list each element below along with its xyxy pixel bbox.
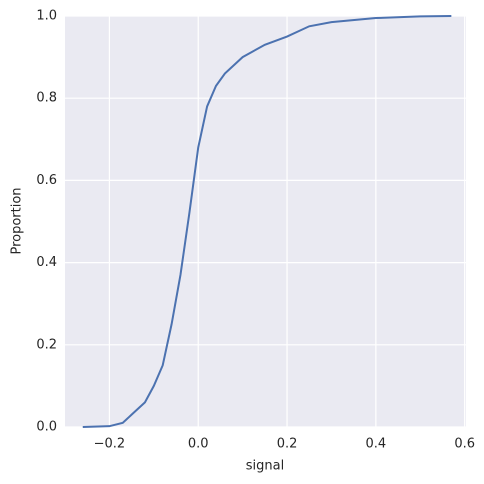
x-tick-label: 0.6 — [454, 437, 475, 452]
plot-area — [65, 16, 466, 427]
x-tick-label: −0.2 — [94, 437, 126, 452]
y-axis-label: Proportion — [10, 187, 25, 254]
x-tick-label: 0.4 — [366, 437, 387, 452]
y-tick-label: 0.0 — [36, 420, 57, 435]
y-tick-label: 0.4 — [36, 255, 57, 270]
y-tick-label: 0.6 — [36, 173, 57, 188]
y-tick-label: 0.2 — [36, 337, 57, 352]
y-tick-label: 0.8 — [36, 91, 57, 106]
x-axis-label: signal — [246, 459, 284, 474]
x-tick-label: 0.2 — [277, 437, 298, 452]
line — [82, 15, 452, 428]
x-tick-label: 0.0 — [188, 437, 209, 452]
y-tick-label: 1.0 — [36, 9, 57, 24]
